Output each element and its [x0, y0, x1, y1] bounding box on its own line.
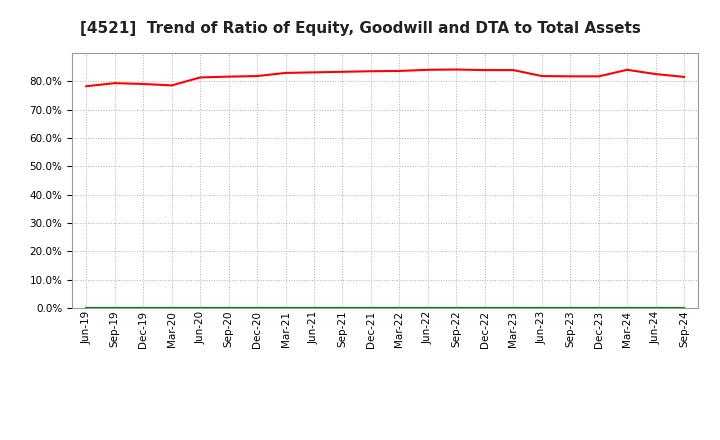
Deferred Tax Assets	[196, 305, 204, 311]
Goodwill	[480, 305, 489, 311]
Deferred Tax Assets	[282, 305, 290, 311]
Deferred Tax Assets	[338, 305, 347, 311]
Goodwill	[652, 305, 660, 311]
Goodwill	[225, 305, 233, 311]
Deferred Tax Assets	[366, 305, 375, 311]
Goodwill	[139, 305, 148, 311]
Deferred Tax Assets	[225, 305, 233, 311]
Equity	[480, 67, 489, 73]
Equity	[366, 69, 375, 74]
Equity	[680, 74, 688, 80]
Equity	[196, 75, 204, 80]
Equity	[395, 68, 404, 73]
Equity	[139, 81, 148, 87]
Equity	[566, 73, 575, 79]
Deferred Tax Assets	[480, 305, 489, 311]
Goodwill	[680, 305, 688, 311]
Deferred Tax Assets	[537, 305, 546, 311]
Deferred Tax Assets	[395, 305, 404, 311]
Goodwill	[282, 305, 290, 311]
Deferred Tax Assets	[566, 305, 575, 311]
Equity	[225, 74, 233, 79]
Deferred Tax Assets	[509, 305, 518, 311]
Deferred Tax Assets	[167, 305, 176, 311]
Deferred Tax Assets	[652, 305, 660, 311]
Goodwill	[537, 305, 546, 311]
Goodwill	[338, 305, 347, 311]
Text: [4521]  Trend of Ratio of Equity, Goodwill and DTA to Total Assets: [4521] Trend of Ratio of Equity, Goodwil…	[80, 21, 640, 36]
Deferred Tax Assets	[623, 305, 631, 311]
Goodwill	[167, 305, 176, 311]
Goodwill	[509, 305, 518, 311]
Deferred Tax Assets	[452, 305, 461, 311]
Goodwill	[623, 305, 631, 311]
Deferred Tax Assets	[310, 305, 318, 311]
Equity	[623, 67, 631, 73]
Equity	[282, 70, 290, 76]
Equity	[652, 71, 660, 77]
Equity	[423, 67, 432, 73]
Deferred Tax Assets	[423, 305, 432, 311]
Goodwill	[566, 305, 575, 311]
Equity	[595, 73, 603, 79]
Deferred Tax Assets	[595, 305, 603, 311]
Equity	[82, 84, 91, 89]
Equity	[253, 73, 261, 79]
Goodwill	[595, 305, 603, 311]
Equity	[110, 81, 119, 86]
Goodwill	[452, 305, 461, 311]
Equity	[167, 83, 176, 88]
Deferred Tax Assets	[110, 305, 119, 311]
Goodwill	[196, 305, 204, 311]
Equity	[338, 69, 347, 74]
Goodwill	[110, 305, 119, 311]
Equity	[509, 67, 518, 73]
Goodwill	[366, 305, 375, 311]
Goodwill	[423, 305, 432, 311]
Goodwill	[82, 305, 91, 311]
Line: Equity: Equity	[86, 70, 684, 86]
Goodwill	[310, 305, 318, 311]
Deferred Tax Assets	[82, 305, 91, 311]
Goodwill	[395, 305, 404, 311]
Equity	[537, 73, 546, 79]
Equity	[310, 70, 318, 75]
Deferred Tax Assets	[680, 305, 688, 311]
Deferred Tax Assets	[139, 305, 148, 311]
Deferred Tax Assets	[253, 305, 261, 311]
Goodwill	[253, 305, 261, 311]
Equity	[452, 67, 461, 72]
